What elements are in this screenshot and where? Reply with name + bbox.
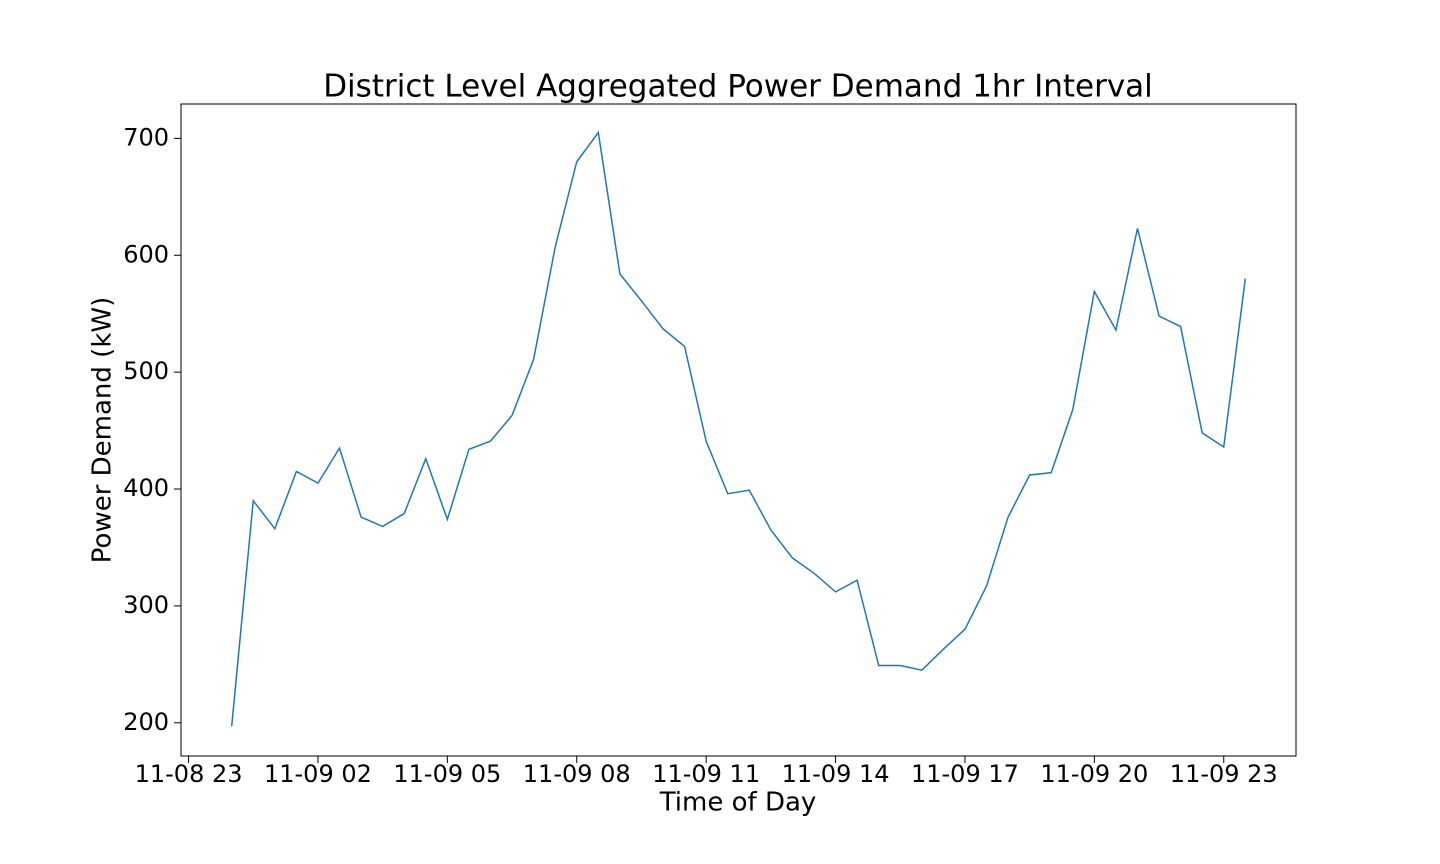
y-tick-label: 400: [123, 474, 169, 502]
plot-frame: [180, 103, 1297, 757]
y-tick-label: 200: [123, 708, 169, 736]
chart-title: District Level Aggregated Power Demand 1…: [323, 69, 1153, 105]
x-tick-label: 11-09 23: [1170, 760, 1278, 788]
data-line: [230, 130, 1247, 727]
x-tick-label: 11-09 20: [1040, 760, 1148, 788]
y-tick-label: 600: [123, 240, 169, 268]
y-tick-label: 300: [123, 591, 169, 619]
x-tick-label: 11-09 08: [523, 760, 631, 788]
y-axis-label: Power Demand (kW): [88, 297, 118, 563]
x-tick-label: 11-09 11: [652, 760, 760, 788]
x-tick-label: 11-09 02: [264, 760, 372, 788]
x-tick-label: 11-09 14: [782, 760, 890, 788]
y-tick-label: 700: [123, 123, 169, 151]
y-tick-label: 500: [123, 357, 169, 385]
x-tick-label: 11-09 17: [911, 760, 1019, 788]
x-tick-label: 11-08 23: [135, 760, 243, 788]
x-tick-label: 11-09 05: [393, 760, 501, 788]
x-axis-label: Time of Day: [659, 788, 817, 818]
